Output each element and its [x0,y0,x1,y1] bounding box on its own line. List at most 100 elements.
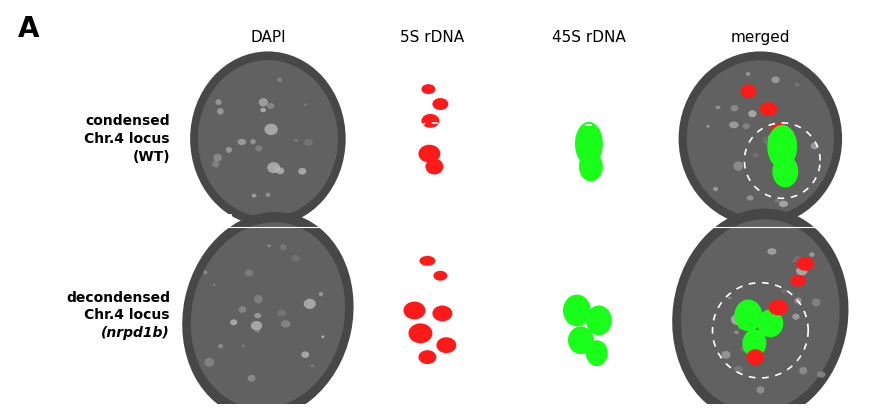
Ellipse shape [745,324,753,331]
Ellipse shape [419,350,436,364]
Ellipse shape [795,297,802,304]
Ellipse shape [273,165,279,171]
Ellipse shape [267,103,274,109]
Ellipse shape [421,84,435,94]
Ellipse shape [792,260,795,262]
Ellipse shape [767,248,776,255]
Ellipse shape [311,364,314,367]
Ellipse shape [276,168,285,174]
Ellipse shape [746,349,765,365]
Text: 5S rDNA: 5S rDNA [400,30,464,44]
Text: merged: merged [731,30,790,44]
Ellipse shape [304,139,313,146]
Ellipse shape [716,105,720,109]
Ellipse shape [433,306,452,321]
Ellipse shape [781,289,787,293]
Ellipse shape [213,284,215,286]
Ellipse shape [214,154,222,161]
Text: 45S rDNA: 45S rDNA [552,30,625,44]
Ellipse shape [794,256,802,262]
Text: Chr.4 locus: Chr.4 locus [84,309,170,323]
Ellipse shape [408,323,433,343]
Text: (nrpd1b): (nrpd1b) [102,326,170,340]
Ellipse shape [733,366,743,372]
Ellipse shape [731,105,738,111]
Ellipse shape [251,321,262,330]
Ellipse shape [420,256,435,266]
Ellipse shape [713,187,718,191]
Ellipse shape [736,311,740,316]
Ellipse shape [436,337,456,353]
Ellipse shape [238,306,246,313]
Ellipse shape [768,300,788,316]
Ellipse shape [575,122,603,166]
Text: A: A [18,15,39,43]
Ellipse shape [321,335,324,338]
Ellipse shape [267,162,280,173]
Ellipse shape [230,319,237,325]
Ellipse shape [568,326,594,354]
Ellipse shape [799,367,808,375]
Ellipse shape [734,330,738,334]
Ellipse shape [237,139,246,145]
Ellipse shape [301,351,309,358]
Ellipse shape [738,325,744,329]
Ellipse shape [279,244,287,250]
Ellipse shape [759,102,777,116]
Ellipse shape [722,351,731,359]
Text: (WT): (WT) [132,150,170,164]
Ellipse shape [809,252,815,257]
Ellipse shape [770,123,787,135]
Ellipse shape [796,257,814,271]
Ellipse shape [242,344,245,348]
Ellipse shape [244,270,253,276]
Ellipse shape [254,295,263,304]
Ellipse shape [728,297,731,300]
Ellipse shape [254,313,261,318]
Ellipse shape [792,314,800,320]
Ellipse shape [204,358,215,367]
Ellipse shape [226,147,232,153]
Ellipse shape [746,72,750,76]
Ellipse shape [742,329,766,357]
Ellipse shape [278,77,282,82]
Ellipse shape [767,125,797,169]
Ellipse shape [265,124,278,135]
Ellipse shape [773,156,798,187]
Ellipse shape [687,60,834,218]
Ellipse shape [672,208,849,412]
Ellipse shape [681,219,840,412]
Text: decondensed: decondensed [66,290,170,304]
Ellipse shape [586,306,611,335]
Text: condensed: condensed [85,114,170,128]
Ellipse shape [218,344,223,349]
Ellipse shape [426,159,443,175]
Ellipse shape [772,76,780,83]
Ellipse shape [746,195,753,201]
Ellipse shape [768,134,777,142]
Ellipse shape [770,144,776,148]
Ellipse shape [433,98,449,110]
Ellipse shape [790,275,806,287]
Ellipse shape [748,110,757,117]
Ellipse shape [731,314,744,325]
Text: DAPI: DAPI [250,30,286,44]
Ellipse shape [810,143,818,149]
Ellipse shape [265,193,271,197]
Ellipse shape [294,139,298,142]
Ellipse shape [258,98,268,107]
Ellipse shape [733,162,743,171]
Ellipse shape [421,114,440,128]
Text: Chr.4 locus: Chr.4 locus [84,132,170,146]
Ellipse shape [757,386,765,393]
Ellipse shape [780,167,787,174]
Ellipse shape [795,83,800,87]
Ellipse shape [779,201,788,207]
Ellipse shape [280,320,291,328]
Ellipse shape [191,222,345,409]
Ellipse shape [586,340,608,366]
Ellipse shape [741,346,748,352]
Ellipse shape [706,125,710,128]
Ellipse shape [203,271,208,274]
Ellipse shape [579,152,603,181]
